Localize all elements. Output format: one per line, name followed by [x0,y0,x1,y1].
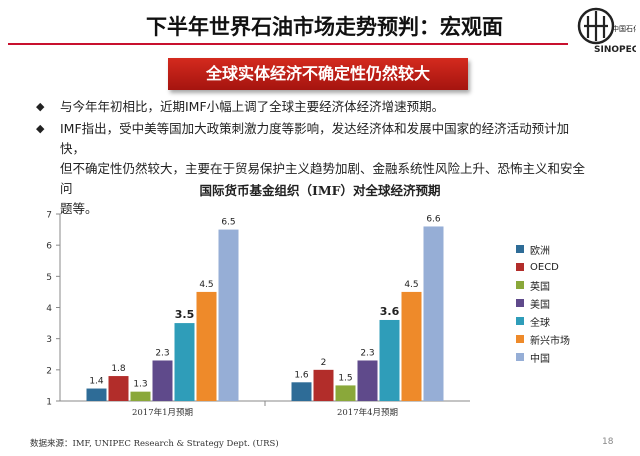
data-source-note: 数据来源：IMF, UNIPEC Research & Strategy Dep… [30,439,279,449]
data-label: 2 [321,358,327,368]
legend-item: 新兴市场 [516,330,570,348]
legend-item: 中国 [516,348,570,366]
bar [313,369,334,401]
category-label: 2017年4月预期 [337,407,398,418]
legend-swatch [516,335,524,343]
legend-swatch [516,281,524,289]
bar [108,376,129,401]
sinopec-logo: 中国石化 SINOPEC [577,7,636,55]
legend-label: 美国 [530,299,550,311]
bullet-list: ◆ 与今年年初相比，近期IMF小幅上调了全球主要经济体经济增速预期。 ◆ IMF… [34,97,594,221]
legend-item: 英国 [516,276,570,294]
bar [423,226,444,401]
data-label: 4.5 [199,280,213,290]
legend-item: 全球 [516,312,570,330]
bullet-item: ◆ 与今年年初相比，近期IMF小幅上调了全球主要经济体经济增速预期。 [34,97,594,117]
y-tick-label: 3 [46,335,52,345]
bullet-line: IMF指出，受中美等国加大政策刺激力度等影响，发达经济体和发展中国家的经济活动预… [60,121,570,156]
legend-swatch [516,263,524,271]
legend-swatch [516,245,524,253]
bar [335,385,356,401]
bar [218,229,239,401]
data-label: 2.3 [360,348,374,358]
y-tick-label: 1 [46,398,52,408]
data-label: 1.5 [338,373,352,383]
legend-item: 欧洲 [516,240,570,258]
bar [86,388,107,401]
data-label: 6.5 [221,218,235,228]
legend-label: 全球 [530,317,550,329]
bar [401,291,422,401]
chart-title: 国际货币基金组织（IMF）对全球经济预期 [199,183,441,198]
legend-label: 欧洲 [530,245,550,257]
legend-label: 中国 [530,353,550,365]
headline-banner: 全球实体经济不确定性仍然较大 [168,58,468,90]
data-label: 1.3 [133,380,147,390]
legend-swatch [516,299,524,307]
y-tick-label: 6 [46,242,52,252]
diamond-bullet-icon: ◆ [36,122,45,135]
legend-label: 英国 [530,281,550,293]
data-label: 1.6 [294,370,309,380]
bullet-line: 与今年年初相比，近期IMF小幅上调了全球主要经济体经济增速预期。 [60,99,445,114]
category-label: 2017年1月预期 [132,407,193,418]
bullet-line: 但不确定性仍然较大，主要在于贸易保护主义趋势加剧、金融系统性风险上升、恐怖主义和… [60,161,586,196]
page-number: 18 [602,437,614,447]
legend-swatch [516,317,524,325]
diamond-bullet-icon: ◆ [36,100,45,113]
y-tick-label: 2 [46,366,52,376]
title-divider [8,43,568,45]
chart-legend: 欧洲 OECD 英国美国全球新兴市场中国 [516,240,570,366]
bar [196,291,217,401]
y-tick-label: 5 [46,273,52,283]
svg-text:中国石化: 中国石化 [612,24,636,33]
legend-label: 新兴市场 [530,335,570,347]
bullet-line: 题等。 [60,201,98,216]
y-tick-label: 7 [46,211,52,221]
bar [357,360,378,401]
data-label: 1.4 [89,377,104,387]
bar [152,360,173,401]
logo-wordmark: SINOPEC [594,45,636,55]
y-tick-label: 4 [46,304,52,314]
legend-label: OECD [530,261,559,273]
data-label: 6.6 [426,214,441,224]
bar [174,323,195,401]
legend-item: 美国 [516,294,570,312]
legend-swatch [516,353,524,361]
bar [291,382,312,401]
page-title: 下半年世界石油市场走势预判：宏观面 [146,15,503,39]
data-label: 1.8 [111,364,126,374]
data-label: 3.5 [175,308,195,321]
legend-item: OECD [516,258,570,276]
bar [379,319,400,401]
bar [130,391,151,401]
data-label: 4.5 [404,280,418,290]
bullet-item: ◆ IMF指出，受中美等国加大政策刺激力度等影响，发达经济体和发展中国家的经济活… [34,119,594,219]
data-label: 3.6 [380,305,400,318]
data-label: 2.3 [155,348,169,358]
